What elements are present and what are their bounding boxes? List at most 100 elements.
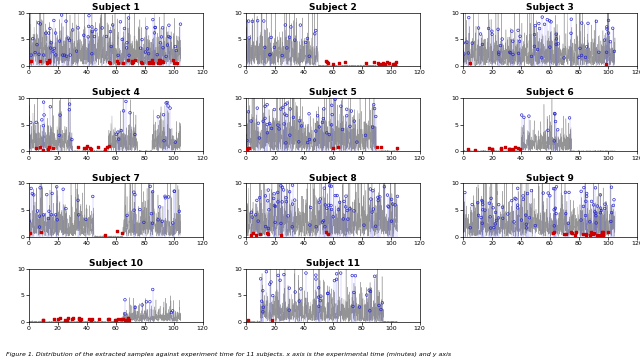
Point	[530, 23, 540, 28]
Point	[38, 123, 49, 128]
Point	[498, 215, 508, 221]
Point	[266, 126, 276, 131]
Point	[150, 25, 161, 31]
Point	[488, 205, 499, 211]
Point	[521, 212, 531, 218]
Point	[269, 107, 280, 112]
Point	[284, 307, 294, 313]
Point	[139, 219, 149, 225]
Point	[548, 230, 558, 236]
Point	[147, 189, 157, 195]
Point	[49, 46, 59, 51]
Point	[551, 36, 561, 42]
Point	[105, 60, 115, 66]
Point	[335, 199, 345, 205]
Point	[580, 198, 591, 204]
Point	[387, 218, 397, 224]
Point	[551, 31, 561, 37]
Point	[359, 222, 369, 228]
Point	[120, 317, 130, 323]
Point	[317, 219, 328, 225]
Title: Subject 2: Subject 2	[309, 3, 356, 12]
Point	[26, 186, 36, 191]
Point	[607, 25, 618, 31]
Point	[152, 52, 163, 58]
Point	[606, 218, 616, 224]
Point	[382, 192, 392, 198]
Point	[255, 232, 265, 237]
Point	[365, 308, 375, 314]
Point	[44, 59, 54, 65]
Point	[46, 212, 56, 218]
Point	[137, 37, 147, 43]
Point	[285, 189, 295, 195]
Point	[54, 132, 65, 138]
Point	[65, 52, 76, 58]
Point	[136, 45, 146, 51]
Point	[156, 40, 166, 46]
Point	[129, 189, 139, 195]
Point	[26, 52, 36, 58]
Point	[243, 317, 253, 323]
Point	[44, 215, 54, 221]
Point	[269, 203, 280, 209]
Point	[44, 208, 54, 214]
Point	[522, 191, 532, 197]
Point	[52, 217, 62, 223]
Point	[600, 206, 610, 211]
Point	[560, 189, 570, 195]
Point	[29, 192, 39, 198]
Point	[484, 145, 494, 151]
Point	[367, 209, 377, 215]
Point	[280, 22, 291, 28]
Point	[143, 51, 154, 56]
Point	[345, 206, 355, 212]
Point	[262, 198, 273, 204]
Point	[362, 292, 372, 298]
Point	[290, 289, 300, 295]
Point	[100, 232, 111, 238]
Point	[164, 194, 174, 200]
Point	[314, 303, 324, 309]
Point	[529, 32, 540, 37]
Point	[137, 302, 147, 308]
Point	[561, 231, 572, 237]
Point	[339, 198, 349, 204]
Point	[549, 138, 559, 144]
Point	[242, 147, 252, 153]
Point	[31, 119, 42, 125]
Point	[33, 20, 44, 26]
Point	[46, 40, 56, 46]
Point	[258, 309, 268, 315]
Point	[73, 197, 83, 203]
Point	[606, 184, 616, 190]
Point	[314, 124, 324, 130]
Point	[169, 189, 179, 194]
Point	[321, 229, 332, 235]
Point	[490, 209, 500, 215]
Point	[524, 215, 534, 221]
Point	[383, 204, 394, 210]
Point	[129, 207, 140, 213]
Point	[336, 103, 346, 109]
Point	[320, 224, 330, 230]
Point	[122, 317, 132, 323]
Point	[85, 145, 95, 151]
Point	[165, 105, 175, 111]
Point	[328, 214, 339, 220]
Point	[508, 38, 518, 44]
Point	[602, 24, 612, 30]
Point	[147, 57, 157, 63]
Point	[355, 304, 365, 310]
Point	[147, 220, 157, 226]
Point	[504, 146, 514, 152]
Point	[115, 19, 125, 25]
Point	[44, 146, 54, 152]
Point	[67, 316, 77, 322]
Point	[609, 48, 620, 54]
Point	[147, 211, 157, 217]
Point	[165, 35, 175, 40]
Point	[305, 136, 315, 142]
Point	[38, 212, 49, 218]
Point	[267, 317, 277, 323]
